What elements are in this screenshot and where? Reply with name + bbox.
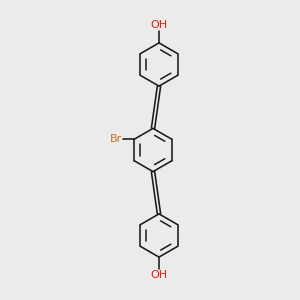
Text: Br: Br: [110, 134, 122, 144]
Text: OH: OH: [150, 270, 168, 280]
Text: OH: OH: [150, 20, 168, 30]
